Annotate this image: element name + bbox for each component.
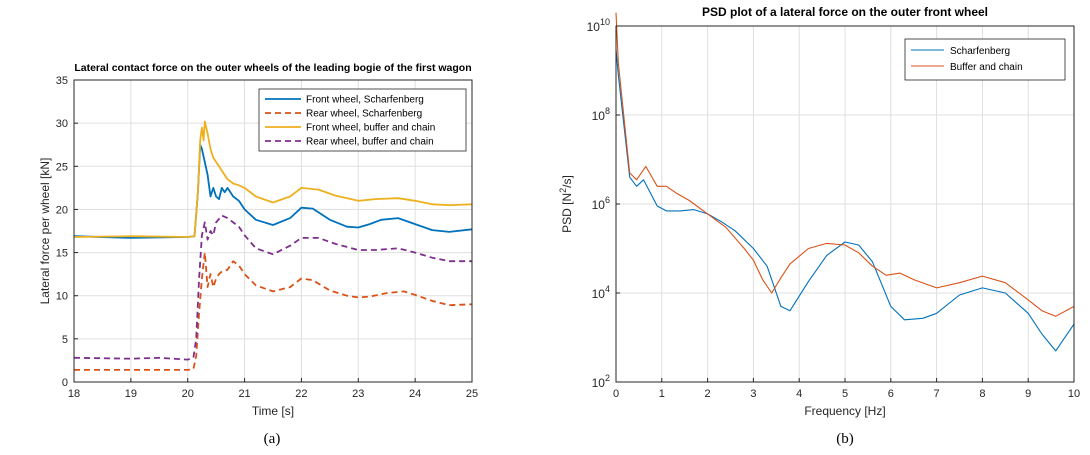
panel-b-ytick-label: 108 xyxy=(592,106,610,123)
panel-a-ytick-label: 20 xyxy=(56,204,68,216)
panel-b-series xyxy=(615,12,1075,352)
panel-a-ytick-label: 5 xyxy=(62,334,68,346)
panel-a-xtick-label: 18 xyxy=(68,388,80,400)
legend-label-buffer-and-chain: Buffer and chain xyxy=(950,62,1023,73)
panel-a-ytick-label: 25 xyxy=(56,161,68,173)
panel-b: PSD plot of a lateral force on the outer… xyxy=(558,5,1080,447)
panel-b-xtick-label: 2 xyxy=(705,388,711,400)
series-line-front-wheel-scharfenberg xyxy=(73,143,473,239)
panel-b-legend: Scharfenberg Buffer and chain xyxy=(904,38,1066,81)
panel-a-axes-box xyxy=(73,79,473,383)
panel-a: Lateral contact force on the outer wheel… xyxy=(38,62,478,447)
panel-b-xtick-label: 6 xyxy=(888,388,894,400)
panel-a-xtick-label: 23 xyxy=(352,388,364,400)
legend-label-rear-wheel-buffer-and-chain: Rear wheel, buffer and chain xyxy=(306,137,434,148)
panel-b-xtick-label: 7 xyxy=(934,388,940,400)
panel-b-title: PSD plot of a lateral force on the outer… xyxy=(702,5,988,19)
legend-label-rear-wheel-scharfenberg: Rear wheel, Scharfenberg xyxy=(306,109,422,120)
panel-a-title: Lateral contact force on the outer wheel… xyxy=(74,62,471,74)
panel-b-caption: (b) xyxy=(836,431,854,447)
panel-b-ylabel: PSD [N2/s] xyxy=(558,175,574,233)
panel-a-xtick-label: 19 xyxy=(125,388,137,400)
panel-b-xtick-label: 1 xyxy=(659,388,665,400)
panel-a-xtick-label: 20 xyxy=(182,388,194,400)
panel-a-ytick-label: 30 xyxy=(56,118,68,130)
panel-b-xtick-label: 8 xyxy=(979,388,985,400)
panel-b-ticks: 0 1 2 3 4 5 6 7 8 9 10 102 104 106 108 1010 xyxy=(587,17,1081,400)
panel-b-ytick-label: 106 xyxy=(592,195,610,212)
panel-b-xtick-label: 10 xyxy=(1068,388,1080,400)
panel-b-ytick-label: 104 xyxy=(592,284,610,301)
panel-a-xlabel: Time [s] xyxy=(252,404,294,418)
series-line-scharfenberg xyxy=(615,49,1075,352)
series-line-buffer-and-chain xyxy=(615,12,1075,317)
panel-a-xtick-label: 22 xyxy=(295,388,307,400)
panel-a-ticks: 18 19 20 21 22 23 24 25 0 5 10 15 20 25 30 35 xyxy=(56,75,478,400)
series-line-rear-wheel-buffer-and-chain xyxy=(73,214,472,361)
legend-label-scharfenberg: Scharfenberg xyxy=(950,46,1010,57)
panel-b-ytick-label: 1010 xyxy=(587,17,610,34)
panel-a-ytick-label: 0 xyxy=(62,377,68,389)
panel-b-xlabel: Frequency [Hz] xyxy=(804,404,885,418)
panel-a-caption: (a) xyxy=(264,431,281,447)
panel-a-xtick-label: 24 xyxy=(409,388,421,400)
panel-b-xtick-label: 0 xyxy=(613,388,619,400)
panel-b-ylabel-main: PSD [N xyxy=(560,193,574,233)
panel-b-xtick-label: 9 xyxy=(1025,388,1031,400)
panel-b-ylabel-end: /s] xyxy=(560,175,574,188)
panel-b-xtick-label: 5 xyxy=(842,388,848,400)
panel-a-ytick-label: 10 xyxy=(56,291,68,303)
panel-b-xtick-label: 4 xyxy=(796,388,802,400)
panel-b-xtick-label: 3 xyxy=(750,388,756,400)
legend-label-front-wheel-scharfenberg: Front wheel, Scharfenberg xyxy=(306,95,424,106)
series-line-front-wheel-buffer-and-chain xyxy=(73,120,473,238)
panel-b-legend-box xyxy=(904,38,1066,81)
panel-a-series xyxy=(73,120,473,371)
panel-b-ylabel-sup: 2 xyxy=(558,188,568,193)
panel-a-xtick-label: 25 xyxy=(466,388,478,400)
legend-label-front-wheel-buffer-and-chain: Front wheel, buffer and chain xyxy=(306,123,435,134)
panel-a-xtick-label: 21 xyxy=(238,388,250,400)
panel-a-ytick-label: 15 xyxy=(56,248,68,260)
panel-a-ytick-label: 35 xyxy=(56,75,68,87)
panel-a-legend: Front wheel, Scharfenberg Rear wheel, Sch… xyxy=(258,88,467,152)
panel-a-ylabel: Lateral force per wheel [kN] xyxy=(38,158,52,305)
panel-b-ytick-label: 102 xyxy=(592,373,610,390)
